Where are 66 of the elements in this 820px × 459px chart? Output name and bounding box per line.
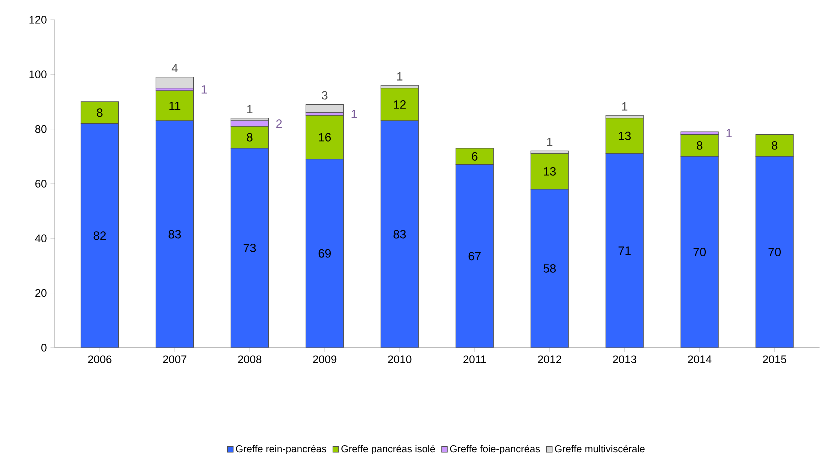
y-tick-label: 60 bbox=[36, 180, 47, 188]
x-tick-label: 2013 bbox=[613, 356, 637, 364]
bar bbox=[456, 148, 494, 166]
data-label: 1 bbox=[397, 72, 403, 81]
bar bbox=[606, 154, 644, 348]
bar bbox=[530, 154, 569, 190]
y-tick-label: 100 bbox=[30, 70, 47, 79]
data-label: 12 bbox=[394, 100, 406, 109]
x-tick-label: 2010 bbox=[388, 356, 412, 364]
data-label: 1 bbox=[202, 86, 208, 94]
bar bbox=[456, 164, 494, 348]
data-label: 8 bbox=[697, 142, 703, 150]
data-label: 2 bbox=[276, 120, 282, 128]
data-label: 82 bbox=[94, 232, 106, 240]
data-label: 58 bbox=[544, 264, 556, 273]
y-tick-label: 20 bbox=[36, 289, 47, 298]
data-label: 13 bbox=[619, 132, 631, 140]
data-label: 1 bbox=[352, 110, 357, 118]
data-label: 8 bbox=[247, 133, 253, 142]
y-tick-label: 120 bbox=[30, 16, 47, 24]
data-label: 8 bbox=[772, 142, 778, 150]
data-label: 83 bbox=[394, 230, 406, 239]
x-tick-label: 2008 bbox=[238, 356, 262, 364]
data-label: 70 bbox=[694, 248, 706, 257]
data-label: 3 bbox=[322, 91, 328, 100]
data-label: 6 bbox=[472, 152, 478, 161]
data-label: 73 bbox=[244, 244, 256, 252]
legend-label: Greffe pancréas isolé bbox=[342, 445, 436, 455]
bar bbox=[380, 120, 419, 348]
bar bbox=[156, 120, 194, 348]
data-label: 1 bbox=[547, 138, 553, 146]
x-tick-label: 2007 bbox=[163, 356, 187, 364]
data-label: 69 bbox=[318, 249, 331, 258]
bar bbox=[230, 148, 269, 348]
data-label: 16 bbox=[319, 133, 332, 142]
data-label: 8 bbox=[97, 108, 103, 118]
data-label: 1 bbox=[726, 129, 732, 138]
data-label: 1 bbox=[622, 102, 628, 111]
data-label: 4 bbox=[172, 64, 178, 73]
bar bbox=[680, 134, 719, 157]
data-label: 11 bbox=[170, 102, 181, 110]
data-label: 71 bbox=[618, 246, 631, 256]
data-label: 70 bbox=[768, 248, 782, 257]
data-label: 1 bbox=[248, 105, 253, 114]
legend-label: Greffe foie-pancréas bbox=[450, 445, 540, 455]
bar bbox=[756, 156, 794, 348]
y-tick-label: 0 bbox=[42, 344, 47, 352]
x-tick-label: 2014 bbox=[688, 356, 712, 364]
data-label: 13 bbox=[544, 167, 556, 176]
x-tick-label: 2015 bbox=[763, 356, 787, 364]
data-label: 67 bbox=[468, 252, 481, 261]
legend-label: Greffe multiviscérale bbox=[555, 445, 645, 453]
x-tick-label: 2012 bbox=[538, 356, 562, 364]
x-tick-label: 2006 bbox=[88, 356, 112, 364]
y-tick-label: 80 bbox=[36, 125, 47, 134]
data-label: 83 bbox=[168, 230, 182, 239]
x-tick-label: 2011 bbox=[464, 356, 486, 364]
bar bbox=[680, 156, 719, 348]
legend-label: Greffe rein-pancréas bbox=[236, 445, 327, 455]
y-tick-label: 40 bbox=[35, 234, 47, 243]
x-tick-label: 2009 bbox=[313, 356, 337, 364]
bar bbox=[306, 104, 344, 114]
bar bbox=[530, 189, 569, 348]
bar bbox=[80, 124, 120, 348]
bar bbox=[306, 159, 344, 348]
bar bbox=[156, 77, 194, 89]
